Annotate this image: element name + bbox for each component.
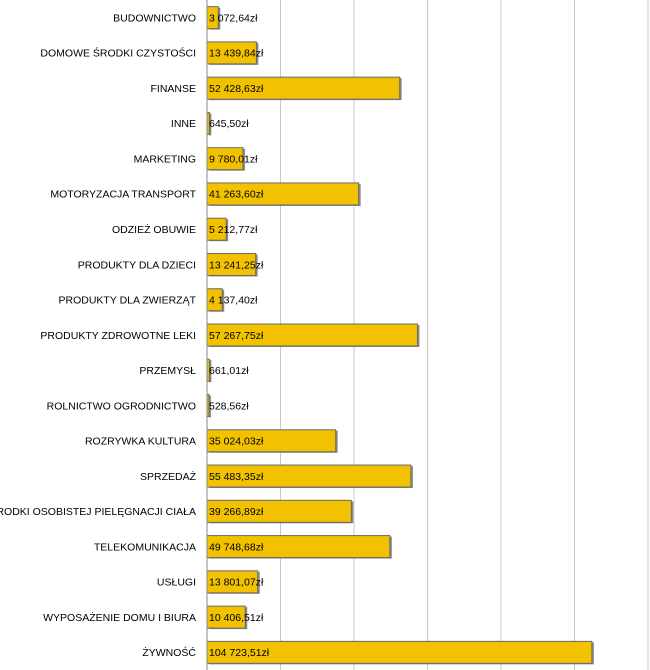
value-label: 3 072,64zł (209, 12, 258, 24)
bar-shadow (209, 395, 211, 418)
value-label: 661,01zł (209, 365, 249, 377)
value-label: 104 723,51zł (209, 647, 270, 659)
category-label: WYPOSAŻENIE DOMU I BIURA (43, 611, 196, 624)
value-label: 13 801,07zł (209, 577, 264, 589)
category-label: MOTORYZACJA TRANSPORT (50, 189, 196, 201)
category-label: INNE (171, 118, 196, 130)
value-label: 35 024,03zł (209, 436, 264, 448)
value-label: 52 428,63zł (209, 83, 264, 95)
category-label: ODZIEŻ OBUWIE (112, 223, 196, 236)
bar-shadow (209, 113, 212, 136)
category-label: ROZRYWKA KULTURA (85, 436, 196, 448)
value-label: 13 439,84zł (209, 48, 264, 60)
category-label: FINANSE (150, 83, 196, 95)
value-label: 9 780,01zł (209, 153, 258, 165)
category-label: SPRZEDAŻ (140, 470, 197, 483)
category-label: ŻYWNOŚĆ (142, 646, 196, 659)
value-label: 528,56zł (209, 400, 249, 412)
category-label: PRODUKTY ZDROWOTNE LEKI (40, 330, 196, 342)
value-label: 57 267,75zł (209, 330, 264, 342)
bar-shadow (209, 360, 212, 383)
category-label: DOMOWE ŚRODKI CZYSTOŚCI (40, 47, 196, 60)
category-label: PRODUKTY DLA ZWIERZĄT (59, 295, 197, 307)
category-label: ROLNICTWO OGRODNICTWO (47, 400, 196, 412)
value-label: 39 266,89zł (209, 506, 264, 518)
value-label: 10 406,51zł (209, 612, 264, 624)
value-label: 49 748,68zł (209, 541, 264, 553)
value-label: 13 241,25zł (209, 259, 264, 271)
category-label: BUDOWNICTWO (113, 12, 196, 24)
category-label: PRZEMYSŁ (139, 365, 196, 377)
category-label: USŁUGI (157, 577, 196, 589)
value-label: 4 137,40zł (209, 295, 258, 307)
value-label: 5 212,77zł (209, 224, 258, 236)
value-label: 41 263,60zł (209, 189, 264, 201)
category-label: TELEKOMUNIKACJA (94, 541, 196, 553)
category-label: PRODUKTY DLA DZIECI (78, 259, 196, 271)
category-label: MARKETING (134, 153, 196, 165)
category-label: ŚRODKI OSOBISTEJ PIELĘGNACJI CIAŁA (0, 505, 196, 518)
value-label: 55 483,35zł (209, 471, 264, 483)
value-label: 645,50zł (209, 118, 249, 130)
